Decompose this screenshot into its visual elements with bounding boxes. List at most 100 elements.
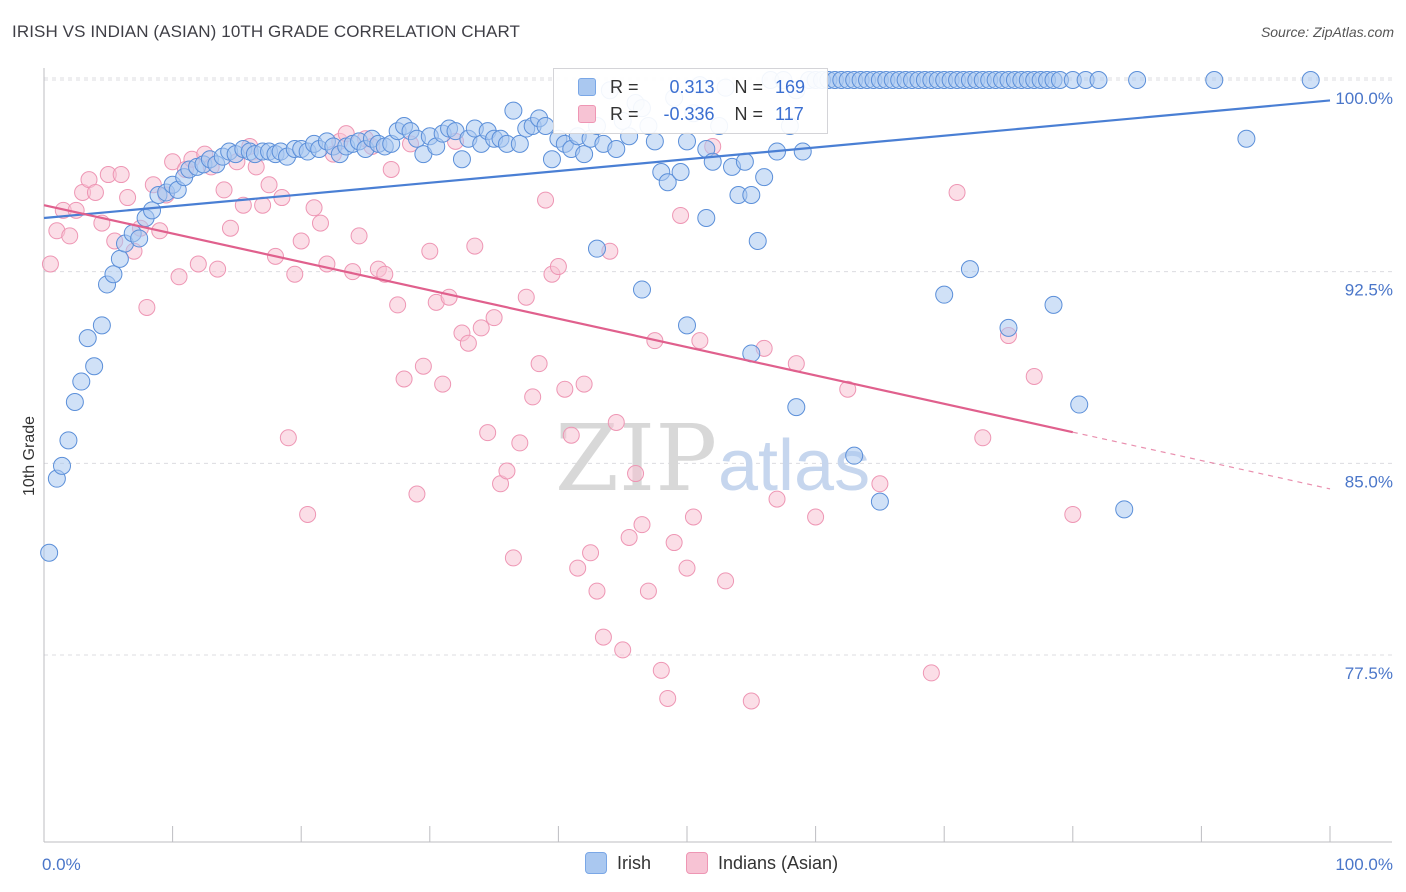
data-point-indians-asian [575, 375, 593, 393]
trend-line-extension [1072, 431, 1331, 490]
data-point-indians-asian [389, 296, 407, 314]
data-point-indians-asian [408, 485, 426, 503]
data-point-indians-asian [691, 332, 709, 350]
data-point-irish [143, 201, 162, 220]
data-point-irish [40, 543, 59, 562]
data-point-indians-asian [665, 534, 683, 552]
legend-swatch-indians [578, 105, 596, 123]
y-axis-label: 10th Grade [21, 416, 38, 496]
data-point-irish [1205, 71, 1224, 89]
data-point-irish [575, 145, 594, 164]
data-point-irish [1089, 71, 1108, 89]
data-point-indians-asian [672, 206, 690, 224]
trend-line-indians-asian [43, 204, 1074, 434]
data-point-irish [697, 209, 716, 227]
data-point-irish [536, 117, 555, 135]
data-point-indians-asian [376, 265, 394, 283]
legend-n-value: 117 [775, 103, 804, 124]
data-point-indians-asian [61, 227, 79, 245]
data-point-irish [607, 140, 626, 158]
watermark-atlas: atlas [718, 426, 870, 506]
data-point-indians-asian [1025, 367, 1043, 385]
data-point-indians-asian [871, 475, 889, 493]
data-point-indians-asian [414, 357, 432, 375]
data-point-indians-asian [530, 355, 548, 373]
legend-item-indians[interactable]: Indians (Asian) [686, 852, 838, 874]
data-point-indians-asian [659, 689, 677, 707]
data-point-irish [1044, 295, 1063, 314]
data-point-irish [510, 134, 529, 153]
data-point-irish [587, 239, 606, 258]
data-point-irish [1128, 71, 1147, 89]
data-point-indians-asian [684, 508, 702, 526]
data-point-indians-asian [395, 370, 413, 388]
data-point-indians-asian [286, 265, 304, 283]
x-tick-label: 100.0% [1335, 855, 1393, 874]
data-point-indians-asian [164, 153, 182, 171]
legend-swatch-irish [585, 852, 607, 874]
trend-lines [43, 99, 1331, 490]
data-point-irish [735, 152, 754, 171]
y-tick-label: 100.0% [1335, 89, 1393, 108]
data-point-irish [452, 150, 471, 169]
data-point-indians-asian [485, 309, 503, 327]
correlation-legend: R = 0.313 N = 169 R = -0.336 N = 117 [553, 68, 828, 134]
legend-n-value: 169 [775, 76, 806, 97]
data-point-indians-asian [209, 260, 227, 278]
data-point-irish [645, 132, 664, 151]
data-point-irish [748, 232, 767, 250]
data-point-irish [935, 285, 954, 304]
data-point-irish [110, 249, 129, 268]
legend-row-irish: R = 0.313 N = 169 [578, 75, 805, 99]
data-point-indians-asian [112, 166, 130, 184]
data-point-indians-asian [633, 516, 651, 534]
data-point-indians-asian [189, 255, 207, 273]
data-point-indians-asian [562, 426, 580, 444]
axes [43, 68, 1392, 843]
data-point-irish [92, 316, 111, 335]
legend-label-indians: Indians (Asian) [718, 852, 839, 873]
data-point-indians-asian [86, 183, 104, 201]
data-point-indians-asian [305, 199, 323, 217]
data-point-indians-asian [922, 664, 940, 682]
data-point-indians-asian [511, 434, 529, 452]
data-point-indians-asian [717, 572, 735, 590]
data-point-irish [130, 229, 149, 248]
data-point-irish [678, 316, 696, 335]
legend-n-label: N = [734, 103, 764, 124]
data-point-indians-asian [292, 232, 310, 250]
data-point-indians-asian [524, 388, 542, 406]
data-point-irish [678, 132, 696, 151]
data-point-indians-asian [459, 334, 477, 352]
data-point-indians-asian [434, 375, 452, 393]
axis-labels: 100.0% 92.5% 85.0% 77.5% 0.0% 100.0% 10th Grad… [21, 89, 1393, 874]
legend-item-irish[interactable]: Irish [585, 852, 651, 874]
data-point-irish [78, 329, 97, 348]
data-point-irish [671, 163, 690, 181]
data-point-irish [787, 398, 806, 417]
legend-label-irish: Irish [617, 852, 652, 873]
data-point-irish [870, 492, 889, 511]
data-point-indians-asian [569, 559, 587, 577]
data-point-indians-asian [498, 462, 516, 480]
legend-r-label: R = [610, 103, 639, 124]
data-point-indians-asian [607, 413, 625, 431]
data-point-indians-asian [974, 429, 992, 447]
chart-title: IRISH VS INDIAN (ASIAN) 10TH GRADE CORRE… [12, 22, 521, 41]
data-point-indians-asian [620, 528, 638, 546]
data-point-irish [999, 318, 1018, 337]
series-irish-points [40, 71, 1320, 562]
data-point-indians-asian [807, 508, 825, 526]
data-point-indians-asian [421, 242, 439, 260]
data-point-irish [845, 446, 864, 465]
data-point-irish [960, 260, 979, 279]
data-point-indians-asian [215, 181, 233, 199]
legend-r-value: -0.336 [663, 103, 715, 124]
data-point-indians-asian [678, 559, 696, 577]
y-tick-label: 92.5% [1345, 281, 1393, 300]
data-point-irish [53, 456, 72, 475]
data-point-irish [755, 168, 774, 187]
data-point-irish [793, 142, 812, 161]
data-point-indians-asian [119, 189, 137, 207]
data-point-indians-asian [948, 183, 966, 201]
